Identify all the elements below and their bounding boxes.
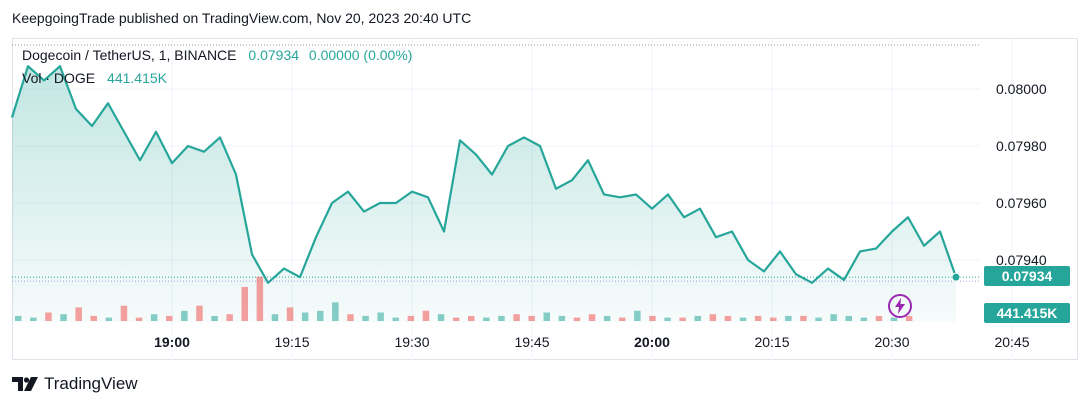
legend-volume-label: Vol · DOGE (22, 70, 96, 86)
volume-bar (890, 317, 898, 321)
x-tick-label: 19:30 (394, 334, 429, 350)
volume-bar (558, 315, 566, 321)
volume-tag: 441.415K (984, 303, 1070, 323)
price-line (10, 65, 958, 284)
volume-bar (679, 317, 686, 321)
volume-bar (256, 276, 264, 321)
volume-bar (845, 315, 852, 321)
volume-bar (815, 317, 822, 321)
volume-bar (573, 317, 581, 321)
x-tick-label: 19:00 (154, 334, 190, 350)
last-price-dot (951, 272, 961, 282)
price-area (12, 66, 956, 322)
volume-bar (422, 310, 430, 321)
legend-change: 0.00000 (0.00%) (308, 47, 413, 63)
volume-bar (317, 310, 324, 321)
volume-bar (754, 315, 762, 321)
volume-bar (800, 315, 807, 321)
legend-symbol-row: Dogecoin / TetherUS, 1, BINANCE 0.07934 … (22, 47, 412, 63)
volume-bar (332, 302, 339, 321)
volume-bar (150, 314, 158, 321)
volume-bar (75, 307, 82, 321)
volume-bar (211, 315, 218, 321)
x-tick-label: 19:45 (514, 334, 549, 350)
volume-bar (830, 314, 837, 321)
brand-name: TradingView (44, 374, 138, 393)
volume-bar (588, 314, 596, 321)
volume-bar (528, 315, 535, 321)
tradingview-logo-icon (12, 377, 38, 391)
lightning-bolt-icon[interactable] (887, 293, 913, 319)
volume-bar (286, 307, 294, 321)
y-tick-label: 0.07960 (996, 195, 1047, 211)
price-tag: 0.07934 (984, 266, 1070, 286)
volume-bar (694, 315, 701, 321)
volume-bar (60, 314, 67, 321)
volume-bar (196, 305, 203, 321)
volume-bar (709, 314, 717, 321)
x-tick-label: 20:15 (754, 334, 789, 350)
volume-bar (392, 317, 399, 321)
volume-bar (226, 314, 233, 321)
volume-bar (90, 315, 97, 321)
volume-bar (452, 317, 460, 321)
volume-bar (15, 315, 22, 321)
volume-bar (770, 317, 777, 321)
volume-bar (739, 317, 747, 321)
volume-bar (619, 317, 626, 321)
volume-bar (437, 314, 445, 321)
legend-volume-value: 441.415K (107, 70, 167, 86)
volume-bar (603, 315, 611, 321)
volume-bar (241, 287, 248, 321)
publish-line: KeepgoingTrade published on TradingView.… (12, 10, 472, 26)
legend-volume-row: Vol · DOGE 441.415K (22, 70, 167, 86)
volume-bar (860, 317, 868, 321)
volume-bar (543, 312, 550, 321)
x-tick-label: 20:00 (634, 334, 670, 350)
x-tick-label: 19:15 (274, 334, 309, 350)
volume-bar (347, 314, 354, 321)
volume-bar (181, 310, 188, 321)
volume-bar (634, 310, 641, 321)
volume-bar (649, 315, 656, 321)
volume-bar (407, 315, 415, 321)
volume-bar (905, 315, 913, 321)
legend-price: 0.07934 (248, 47, 300, 63)
volume-bar (135, 317, 143, 321)
volume-bar (724, 315, 732, 321)
tradingview-logo[interactable]: TradingView (12, 374, 138, 394)
volume-bar (30, 317, 37, 321)
volume-bar (362, 315, 369, 321)
y-tick-label: 0.07980 (996, 138, 1047, 154)
volume-bar (45, 312, 52, 321)
volume-bar (498, 315, 505, 321)
volume-bar (377, 312, 384, 321)
volume-bar (105, 317, 113, 321)
volume-bar (664, 317, 671, 321)
volume-bar (875, 315, 883, 321)
x-tick-label: 20:45 (994, 334, 1029, 350)
y-tick-label: 0.08000 (996, 81, 1047, 97)
volume-bar (166, 315, 173, 321)
volume-bar (513, 314, 520, 321)
legend-symbol: Dogecoin / TetherUS, 1, BINANCE (22, 47, 237, 63)
volume-bar (271, 314, 279, 321)
volume-bar (483, 317, 490, 321)
volume-bar (301, 312, 309, 321)
y-tick-label: 0.07940 (996, 252, 1047, 268)
x-tick-label: 20:30 (874, 334, 909, 350)
volume-bar (120, 305, 128, 321)
volume-bar (468, 315, 475, 321)
volume-bar (785, 315, 792, 321)
